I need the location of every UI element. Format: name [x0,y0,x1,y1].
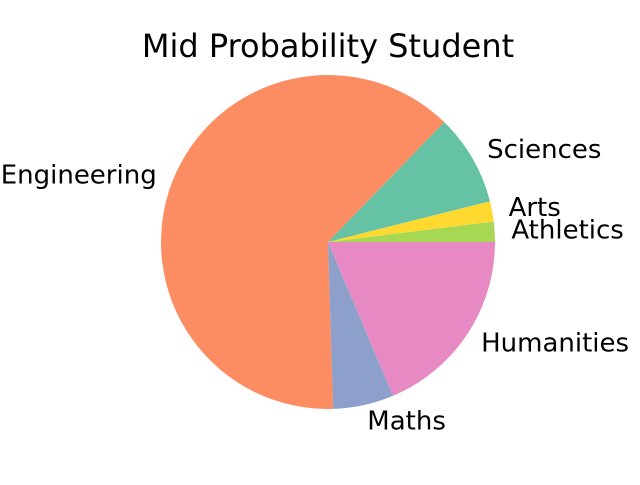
pie-slice-athletics [328,221,496,242]
chart-title: Mid Probability Student [142,27,514,65]
pie-label-humanities: Humanities [481,328,629,358]
pie-label-sciences: Sciences [487,135,601,165]
pie-label-athletics: Athletics [511,216,623,246]
pie-label-arts: Arts [509,193,561,223]
pie-slice-arts [328,201,494,242]
pie-slice-sciences [328,122,490,242]
pie-slice-maths [328,242,394,409]
pie-label-maths: Maths [367,406,446,436]
pie-slice-engineering [161,75,445,410]
pie-slice-humanities [328,242,495,396]
pie-label-engineering: Engineering [1,161,157,191]
pie-slices [161,75,496,410]
